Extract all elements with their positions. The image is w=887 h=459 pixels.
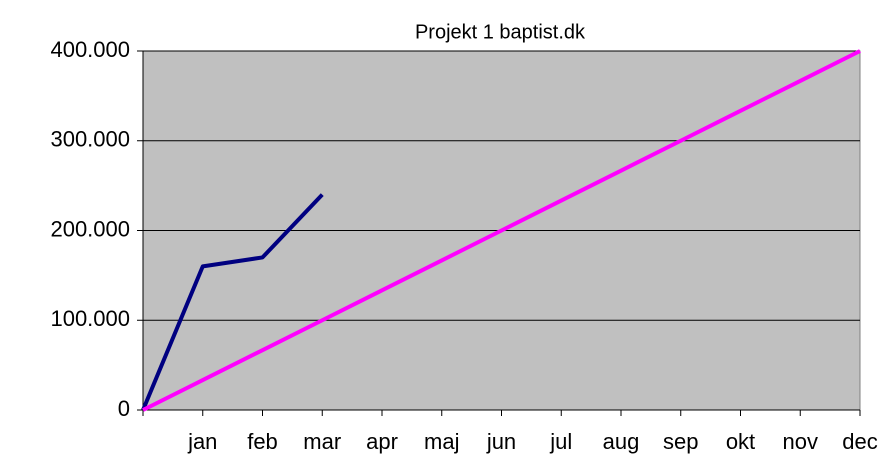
x-tick-label: dec [842, 429, 877, 454]
x-tick-label: mar [303, 429, 341, 454]
x-tick-label: jan [187, 429, 217, 454]
y-tick-label: 400.000 [50, 37, 130, 62]
x-tick-label: jun [486, 429, 516, 454]
x-tick-label: okt [726, 429, 755, 454]
y-tick-label: 200.000 [50, 216, 130, 241]
x-tick-label: apr [366, 429, 398, 454]
data-line [141, 193, 324, 411]
x-tick-label: maj [424, 429, 459, 454]
x-tick-label: aug [603, 429, 640, 454]
chart-title: Projekt 1 baptist.dk [415, 21, 586, 43]
y-tick-label: 100.000 [50, 306, 130, 331]
x-tick-label: sep [663, 429, 698, 454]
x-tick-label: nov [783, 429, 818, 454]
y-tick-label: 300.000 [50, 127, 130, 152]
data-line [142, 49, 861, 412]
x-tick-label: feb [247, 429, 278, 454]
x-tick-label: jul [549, 429, 572, 454]
y-tick-label: 0 [118, 396, 130, 421]
